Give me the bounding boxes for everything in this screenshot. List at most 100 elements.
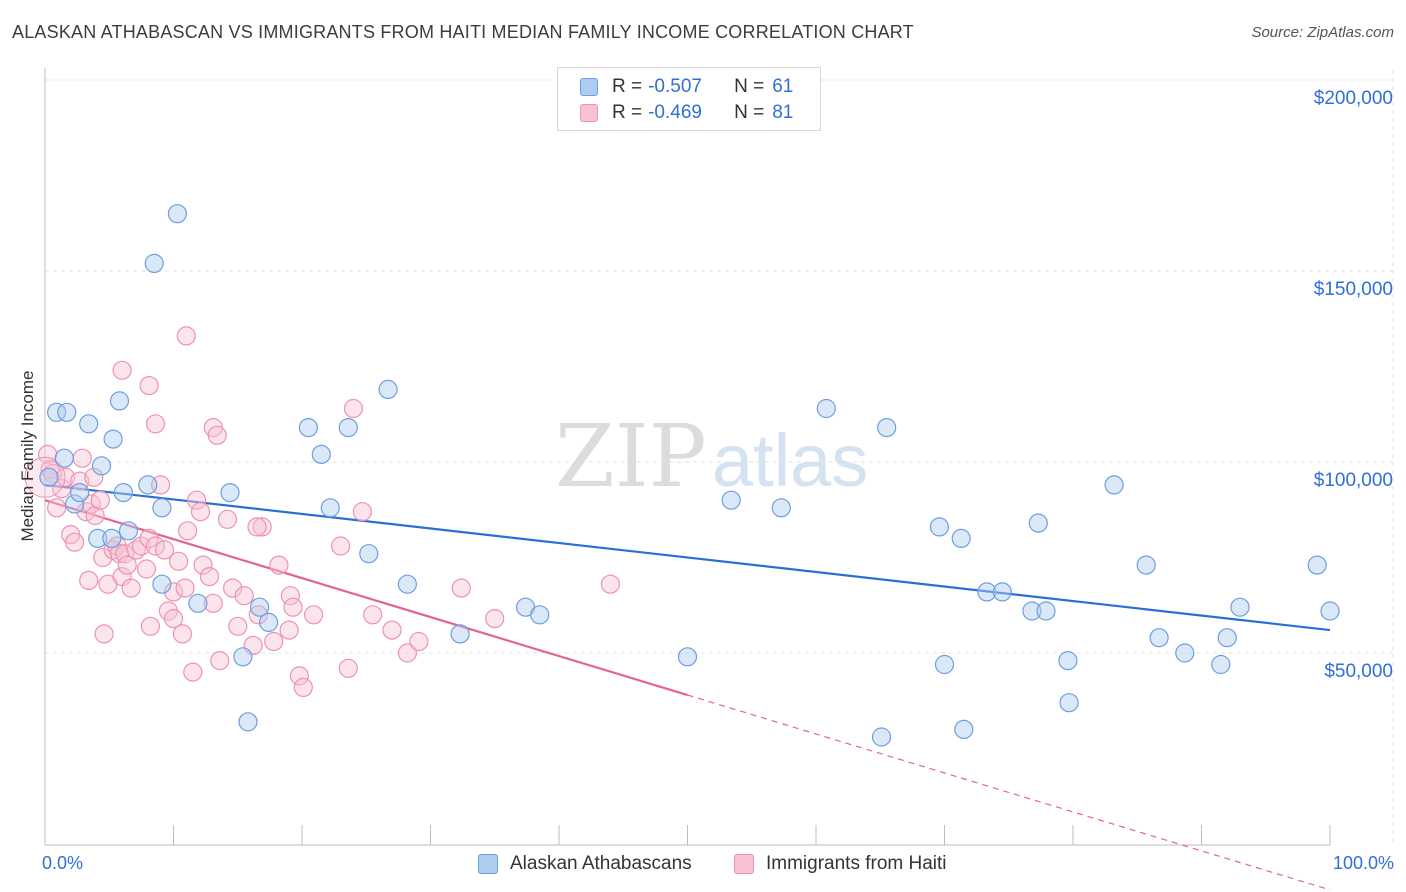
source-label: Source: ZipAtlas.com — [1251, 24, 1394, 41]
haiti-point — [363, 605, 383, 625]
haiti-point — [121, 578, 141, 598]
athabascan-point — [954, 719, 974, 740]
athabascan-point — [259, 612, 279, 633]
haiti-point — [217, 509, 238, 529]
athabascan-point — [39, 467, 59, 487]
bottom-legend-haiti: Immigrants from Haiti — [734, 852, 947, 876]
haiti-point — [382, 620, 402, 640]
haiti-points — [24, 326, 621, 698]
haiti-point — [331, 536, 351, 556]
athabascan-point — [167, 204, 187, 224]
athabascan-point — [378, 379, 398, 399]
athabascan-point — [397, 574, 417, 594]
haiti-point-large — [24, 456, 66, 498]
legend-n-label: N = — [734, 76, 765, 97]
haiti-point — [269, 555, 289, 575]
watermark-atlas: atlas — [712, 419, 868, 502]
haiti-point — [234, 586, 254, 606]
haiti-point — [352, 502, 372, 522]
athabascan-point — [677, 647, 698, 667]
haiti-point — [64, 532, 85, 552]
athabascan-point — [771, 498, 791, 518]
athabascan-point — [250, 597, 270, 617]
haiti-point — [289, 666, 309, 686]
haiti-point — [90, 490, 110, 510]
athabascan-point — [152, 498, 172, 518]
athabascan-point — [64, 494, 85, 514]
haiti-point — [252, 517, 272, 537]
haiti-point — [338, 658, 358, 678]
athabascan-point — [1136, 555, 1156, 575]
haiti-point — [193, 555, 213, 575]
bottom-legend-swatch-pink — [734, 854, 754, 874]
athabascan-point — [79, 414, 99, 434]
haiti-point — [79, 570, 99, 591]
athabascan-point — [1058, 650, 1078, 671]
haiti-point — [139, 528, 159, 549]
athabascan-point — [1307, 555, 1327, 575]
haiti-point — [343, 398, 363, 419]
haiti-point — [140, 616, 160, 636]
haiti-point — [117, 555, 137, 575]
haiti-point — [46, 498, 67, 518]
haiti-point — [131, 536, 151, 556]
axes — [44, 68, 1331, 846]
athabascan-point — [70, 483, 90, 503]
x-tick-left: 0.0% — [42, 853, 84, 873]
y-tick-label: $50,000 — [1324, 661, 1393, 682]
athabascan-point — [721, 490, 741, 510]
athabascan-point — [46, 402, 67, 422]
haiti-point — [115, 544, 135, 564]
athabascan-point — [144, 253, 164, 273]
athabascan-point — [1211, 654, 1231, 675]
haiti-point — [145, 414, 166, 434]
athabascan-point — [530, 605, 550, 625]
legend-n-value: 61 — [772, 76, 794, 97]
haiti-point — [485, 608, 505, 629]
haiti-point — [154, 540, 175, 560]
legend-swatch-blue — [580, 78, 598, 96]
haiti-point — [183, 662, 203, 682]
haiti-point — [280, 586, 300, 606]
haiti-point — [397, 643, 417, 663]
watermark-zip: ZIP — [555, 407, 707, 507]
athabascan-point — [220, 483, 240, 503]
haiti-point — [139, 376, 159, 396]
athabascan-point — [977, 582, 997, 602]
athabascan-point — [359, 544, 379, 564]
haiti-point — [264, 631, 284, 652]
haiti-point — [85, 505, 105, 526]
haiti-point — [136, 559, 157, 579]
legend-swatch-pink — [580, 104, 598, 122]
athabascan-point — [1320, 601, 1340, 621]
haiti-point — [178, 521, 198, 541]
athabascan-point — [188, 593, 208, 613]
trend-lines — [44, 483, 1331, 891]
watermark: ZIP atlas — [555, 407, 868, 507]
haiti-point — [207, 425, 227, 445]
haiti-point — [70, 471, 90, 491]
haiti-point — [248, 605, 268, 625]
athabascan-point — [1175, 643, 1195, 663]
bottom-legend-athabascan: Alaskan Athabascans — [478, 852, 692, 876]
athabascan-point — [1059, 693, 1079, 713]
athabascan-point — [877, 418, 897, 438]
haiti-point — [187, 490, 207, 510]
athabascan-point — [871, 727, 892, 747]
legend-row-haiti: R = -0.469 N = 81 — [580, 101, 793, 125]
athabascan-point — [57, 402, 77, 422]
haiti-point — [72, 448, 92, 468]
athabascan-point — [152, 574, 172, 594]
haiti-point — [175, 578, 195, 598]
athabascan-point — [450, 624, 470, 644]
haiti-point — [55, 467, 76, 487]
bottom-legend-label: Immigrants from Haiti — [766, 853, 947, 874]
athabascan-point — [951, 528, 971, 549]
athabascan-point — [1028, 513, 1048, 533]
athabascan-point — [238, 712, 258, 732]
haiti-point — [163, 582, 184, 602]
athabascan-point — [103, 429, 123, 449]
x-tick-right: 100.0% — [1332, 853, 1394, 873]
legend-r-value: -0.469 — [648, 102, 702, 123]
haiti-point — [94, 624, 114, 644]
